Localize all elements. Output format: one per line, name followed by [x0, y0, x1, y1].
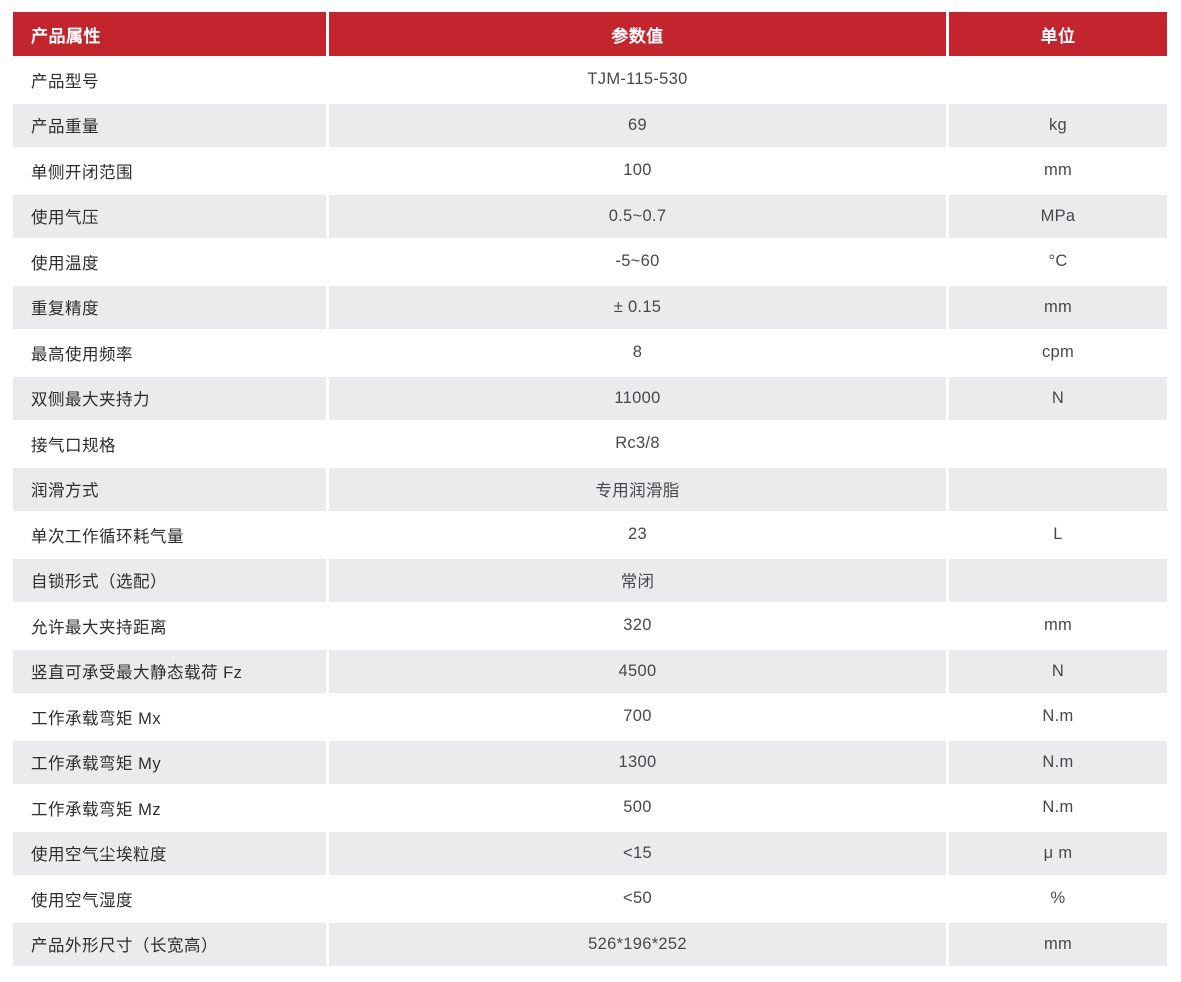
attribute-cell: 使用温度 — [13, 240, 326, 284]
table-row: 润滑方式 专用润滑脂 — [13, 467, 1167, 511]
unit-cell — [949, 58, 1167, 102]
value-cell: 23 — [329, 513, 946, 557]
value-cell: -5~60 — [329, 240, 946, 284]
table-row: 工作承载弯矩 Mx 700 N.m — [13, 695, 1167, 739]
spec-table-body: 产品型号 TJM-115-530 产品重量 69 kg 单侧开闭范围 100 m… — [13, 58, 1167, 966]
attribute-cell: 工作承载弯矩 Mz — [13, 786, 326, 830]
attribute-cell: 允许最大夹持距离 — [13, 604, 326, 648]
unit-cell: mm — [949, 149, 1167, 193]
unit-cell: MPa — [949, 194, 1167, 238]
value-cell: <50 — [329, 877, 946, 921]
table-row: 重复精度 ± 0.15 mm — [13, 285, 1167, 329]
value-cell: TJM-115-530 — [329, 58, 946, 102]
unit-cell: mm — [949, 922, 1167, 966]
table-row: 竖直可承受最大静态载荷 Fz 4500 N — [13, 649, 1167, 693]
value-cell: Rc3/8 — [329, 422, 946, 466]
table-row: 单侧开闭范围 100 mm — [13, 149, 1167, 193]
value-cell: ± 0.15 — [329, 285, 946, 329]
table-row: 使用气压 0.5~0.7 MPa — [13, 194, 1167, 238]
unit-cell: °C — [949, 240, 1167, 284]
unit-cell — [949, 422, 1167, 466]
attribute-cell: 单侧开闭范围 — [13, 149, 326, 193]
value-cell: 100 — [329, 149, 946, 193]
value-cell: 1300 — [329, 740, 946, 784]
header-unit: 单位 — [949, 12, 1167, 56]
header-product-attribute: 产品属性 — [13, 12, 326, 56]
value-cell: 526*196*252 — [329, 922, 946, 966]
attribute-cell: 竖直可承受最大静态载荷 Fz — [13, 649, 326, 693]
attribute-cell: 单次工作循环耗气量 — [13, 513, 326, 557]
table-row: 单次工作循环耗气量 23 L — [13, 513, 1167, 557]
attribute-cell: 工作承载弯矩 My — [13, 740, 326, 784]
unit-cell — [949, 467, 1167, 511]
attribute-cell: 使用空气湿度 — [13, 877, 326, 921]
table-row: 产品外形尺寸（长宽高） 526*196*252 mm — [13, 922, 1167, 966]
value-cell: 11000 — [329, 376, 946, 420]
table-row: 接气口规格 Rc3/8 — [13, 422, 1167, 466]
unit-cell: mm — [949, 604, 1167, 648]
value-cell: 常闭 — [329, 558, 946, 602]
unit-cell: mm — [949, 285, 1167, 329]
unit-cell: μ m — [949, 831, 1167, 875]
header-row: 产品属性 参数值 单位 — [13, 12, 1167, 56]
attribute-cell: 自锁形式（选配） — [13, 558, 326, 602]
table-row: 产品重量 69 kg — [13, 103, 1167, 147]
attribute-cell: 重复精度 — [13, 285, 326, 329]
attribute-cell: 使用空气尘埃粒度 — [13, 831, 326, 875]
attribute-cell: 产品外形尺寸（长宽高） — [13, 922, 326, 966]
value-cell: 专用润滑脂 — [329, 467, 946, 511]
table-row: 使用空气湿度 <50 % — [13, 877, 1167, 921]
unit-cell: N.m — [949, 740, 1167, 784]
table-row: 最高使用频率 8 cpm — [13, 331, 1167, 375]
unit-cell: cpm — [949, 331, 1167, 375]
value-cell: 0.5~0.7 — [329, 194, 946, 238]
unit-cell: N.m — [949, 695, 1167, 739]
table-row: 工作承载弯矩 My 1300 N.m — [13, 740, 1167, 784]
value-cell: 4500 — [329, 649, 946, 693]
value-cell: 8 — [329, 331, 946, 375]
value-cell: <15 — [329, 831, 946, 875]
table-row: 双侧最大夹持力 11000 N — [13, 376, 1167, 420]
table-row: 使用空气尘埃粒度 <15 μ m — [13, 831, 1167, 875]
product-spec-table: 产品属性 参数值 单位 产品型号 TJM-115-530 产品重量 69 kg … — [10, 10, 1170, 968]
table-row: 工作承载弯矩 Mz 500 N.m — [13, 786, 1167, 830]
unit-cell: N — [949, 649, 1167, 693]
attribute-cell: 产品重量 — [13, 103, 326, 147]
unit-cell: N — [949, 376, 1167, 420]
unit-cell: L — [949, 513, 1167, 557]
value-cell: 500 — [329, 786, 946, 830]
attribute-cell: 工作承载弯矩 Mx — [13, 695, 326, 739]
attribute-cell: 产品型号 — [13, 58, 326, 102]
unit-cell: kg — [949, 103, 1167, 147]
unit-cell: N.m — [949, 786, 1167, 830]
value-cell: 320 — [329, 604, 946, 648]
attribute-cell: 双侧最大夹持力 — [13, 376, 326, 420]
unit-cell: % — [949, 877, 1167, 921]
table-row: 产品型号 TJM-115-530 — [13, 58, 1167, 102]
header-parameter-value: 参数值 — [329, 12, 946, 56]
unit-cell — [949, 558, 1167, 602]
attribute-cell: 接气口规格 — [13, 422, 326, 466]
table-row: 自锁形式（选配） 常闭 — [13, 558, 1167, 602]
value-cell: 69 — [329, 103, 946, 147]
attribute-cell: 使用气压 — [13, 194, 326, 238]
attribute-cell: 润滑方式 — [13, 467, 326, 511]
table-row: 允许最大夹持距离 320 mm — [13, 604, 1167, 648]
value-cell: 700 — [329, 695, 946, 739]
table-row: 使用温度 -5~60 °C — [13, 240, 1167, 284]
attribute-cell: 最高使用频率 — [13, 331, 326, 375]
